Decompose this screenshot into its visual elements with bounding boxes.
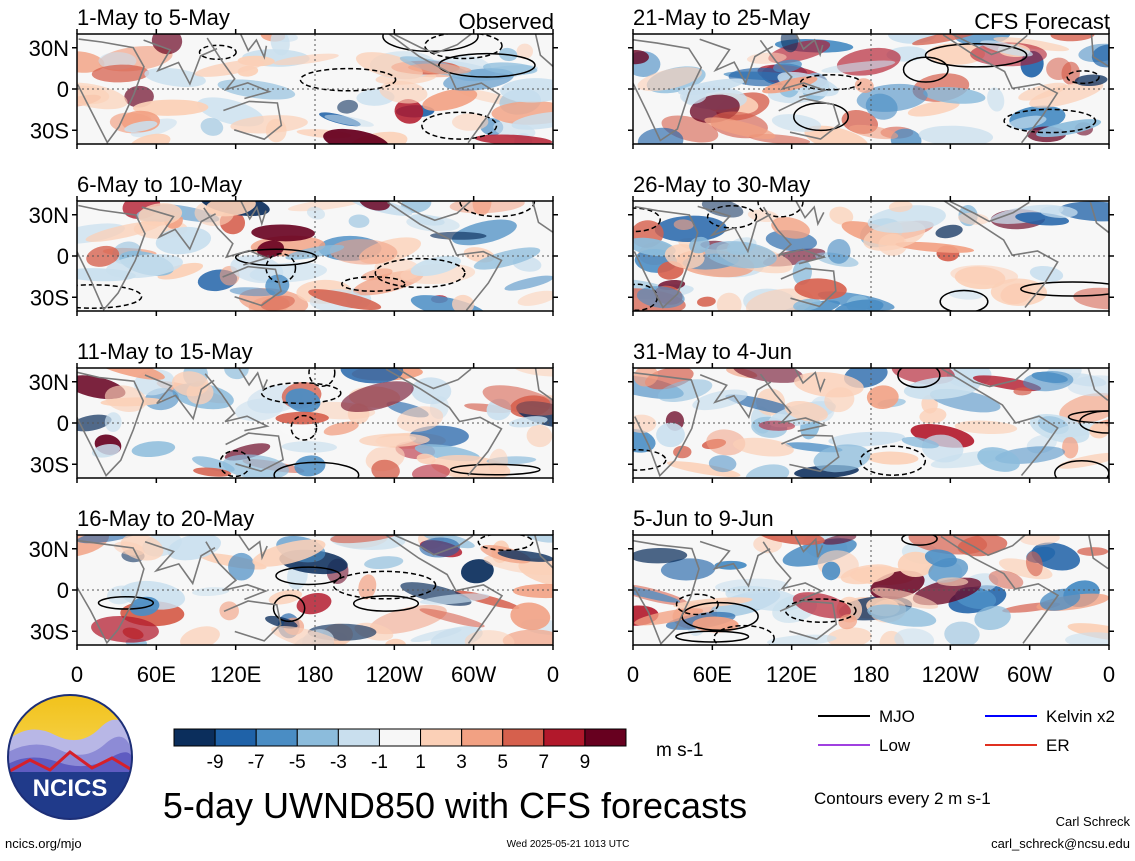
colorbar-unit: m s-1 — [656, 740, 704, 761]
contour-legend: MJO Kelvin x2 Low ER — [818, 707, 1115, 755]
footer-site: ncics.org/mjo — [5, 836, 82, 851]
legend-label: Low — [879, 736, 911, 755]
x-tick-label: 120E — [210, 662, 261, 687]
y-tick-label: 30N — [29, 537, 69, 562]
map-panel: 6-May to 10-May 30N 0 30S — [29, 172, 558, 326]
colorbar-tick-label: -9 — [207, 752, 224, 773]
bottom-area: NCICS -9 -7 -5 -3 -1 1 3 5 7 9 m s-1 MJO Kelvin x2… — [5, 695, 1130, 851]
panel-title: 1-May to 5-May — [77, 5, 230, 30]
x-tick-label: 120E — [766, 662, 817, 687]
y-tick-label: 30S — [30, 118, 69, 143]
y-tick-label: 0 — [57, 77, 69, 102]
x-tick-label: 120W — [922, 662, 980, 687]
colorbar-box — [297, 729, 338, 746]
y-tick-label: 30S — [30, 452, 69, 477]
footer-timestamp: Wed 2025-05-21 1013 UTC — [507, 839, 630, 850]
colorbar-box — [215, 729, 256, 746]
panel-title: 5-Jun to 9-Jun — [633, 506, 774, 531]
y-tick-label: 30N — [29, 370, 69, 395]
colorbar-box — [379, 729, 420, 746]
logo-text: NCICS — [33, 775, 108, 802]
x-tick-label: 180 — [853, 662, 890, 687]
colorbar-tick-label: 3 — [456, 752, 467, 773]
panel-title: 21-May to 25-May — [633, 5, 810, 30]
colorbar-tick-label: 7 — [539, 752, 550, 773]
map-panel: 31-May to 4-Jun — [604, 339, 1135, 489]
x-tick-label: 60E — [137, 662, 176, 687]
contour-note: Contours every 2 m s-1 — [814, 789, 991, 808]
panel-title: 16-May to 20-May — [77, 506, 254, 531]
map-panel: 11-May to 15-May 30N 0 30S — [29, 339, 582, 488]
colorbar-tick-label: 9 — [580, 752, 591, 773]
x-tick-label: 0 — [71, 662, 83, 687]
y-tick-label: 0 — [57, 411, 69, 436]
y-tick-label: 30N — [29, 36, 69, 61]
panel-source-label: CFS Forecast — [974, 9, 1110, 34]
x-tick-label: 180 — [297, 662, 334, 687]
colorbar-box — [585, 729, 626, 746]
colorbar-tick-label: 5 — [497, 752, 508, 773]
map-panel: 21-May to 25-May CFS Forecast — [622, 5, 1124, 158]
x-tick-label: 0 — [547, 662, 559, 687]
panel-title: 11-May to 15-May — [77, 339, 253, 364]
map-panel: 26-May to 30-May — [605, 172, 1135, 325]
colorbar-box — [174, 729, 215, 746]
colorbar-box — [462, 729, 503, 746]
y-tick-label: 30N — [29, 203, 69, 228]
x-tick-label: 60E — [693, 662, 732, 687]
colorbar-tick-label: -5 — [289, 752, 306, 773]
colorbar-box — [256, 729, 297, 746]
colorbar-tick-label: 1 — [415, 752, 426, 773]
panel-title: 6-May to 10-May — [77, 172, 242, 197]
ncics-logo: NCICS — [8, 695, 132, 819]
x-tick-label: 0 — [1103, 662, 1115, 687]
figure-title: 5-day UWND850 with CFS forecasts — [163, 785, 747, 826]
footer-email: carl_schreck@ncsu.edu — [991, 836, 1130, 851]
x-tick-label: 0 — [627, 662, 639, 687]
colorbar-box — [338, 729, 379, 746]
colorbar: -9 -7 -5 -3 -1 1 3 5 7 9 — [174, 729, 626, 773]
y-tick-label: 0 — [57, 578, 69, 603]
y-tick-label: 30S — [30, 285, 69, 310]
map-panel: 5-Jun to 9-Jun 0 60E 120E 180 120W 60W 0 — [608, 506, 1135, 687]
legend-label: MJO — [879, 707, 915, 726]
colorbar-tick-label: -3 — [330, 752, 347, 773]
panel-title: 26-May to 30-May — [633, 172, 810, 197]
legend-label: ER — [1046, 736, 1070, 755]
legend-label: Kelvin x2 — [1046, 707, 1115, 726]
colorbar-box — [503, 729, 544, 746]
colorbar-tick-label: -7 — [248, 752, 265, 773]
colorbar-box — [544, 729, 585, 746]
panel-title: 31-May to 4-Jun — [633, 339, 792, 364]
y-tick-label: 0 — [57, 244, 69, 269]
colorbar-box — [421, 729, 462, 746]
x-tick-label: 60W — [1007, 662, 1052, 687]
colorbar-tick-label: -1 — [371, 752, 388, 773]
x-tick-label: 120W — [366, 662, 424, 687]
x-tick-label: 60W — [451, 662, 496, 687]
footer-author: Carl Schreck — [1056, 814, 1131, 829]
y-tick-label: 30S — [30, 619, 69, 644]
